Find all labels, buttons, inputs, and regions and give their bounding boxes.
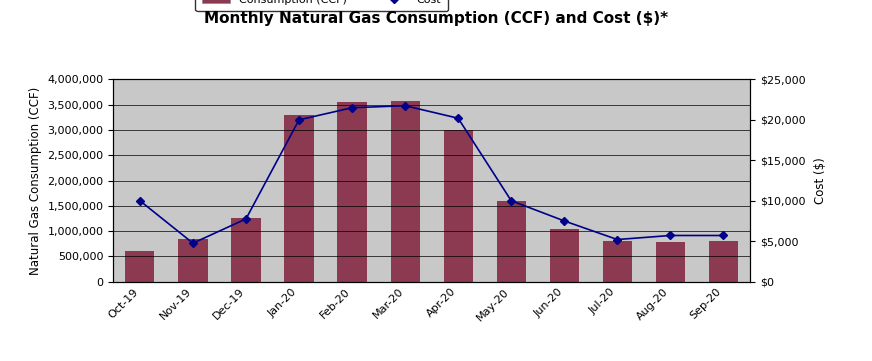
Legend: Consumption (CCF), Cost: Consumption (CCF), Cost: [195, 0, 448, 12]
Y-axis label: Cost ($): Cost ($): [814, 157, 827, 204]
Bar: [497, 201, 526, 282]
Bar: [284, 115, 314, 282]
Bar: [656, 243, 685, 282]
Bar: [444, 130, 473, 282]
Bar: [603, 241, 632, 282]
Bar: [709, 241, 738, 282]
Y-axis label: Natural Gas Consumption (CCF): Natural Gas Consumption (CCF): [29, 86, 42, 275]
Bar: [179, 239, 208, 282]
Bar: [391, 101, 419, 282]
Bar: [231, 218, 261, 282]
Bar: [549, 229, 579, 282]
Text: Monthly Natural Gas Consumption (CCF) and Cost ($)*: Monthly Natural Gas Consumption (CCF) an…: [204, 11, 668, 26]
Bar: [126, 251, 154, 282]
Bar: [337, 102, 366, 282]
